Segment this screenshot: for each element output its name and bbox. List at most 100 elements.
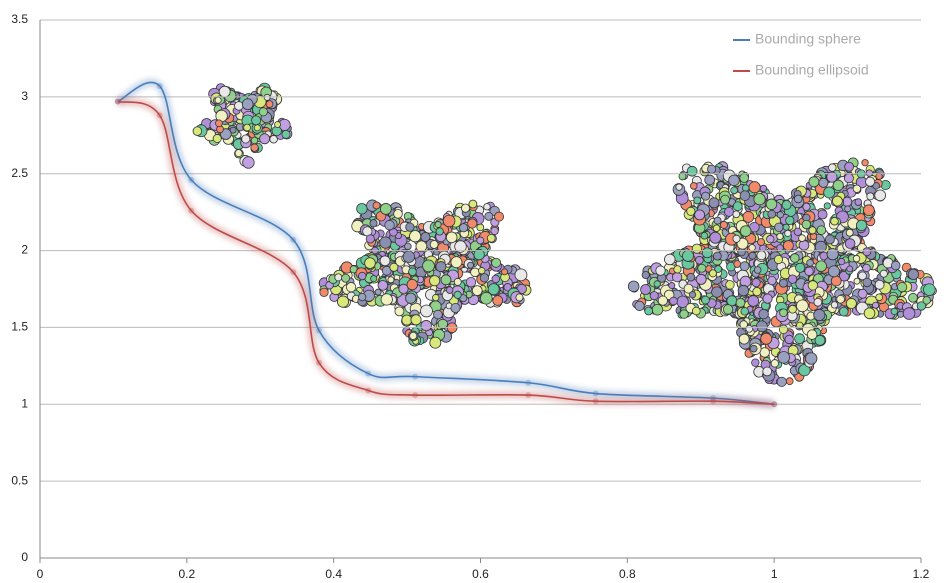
atom: [780, 309, 788, 317]
atom: [467, 262, 473, 268]
y-tick-label: 0: [21, 550, 28, 564]
atom: [796, 263, 805, 272]
atom: [687, 207, 695, 215]
atom: [242, 99, 253, 110]
atom: [756, 321, 767, 332]
atom: [635, 301, 644, 310]
atom: [855, 199, 862, 206]
atom: [891, 261, 900, 270]
atom: [705, 175, 715, 185]
atom: [494, 212, 503, 221]
x-tick-label: 0: [37, 567, 44, 581]
atom: [759, 309, 769, 319]
atom: [493, 296, 503, 306]
x-tick-label: 0.8: [619, 567, 636, 581]
atom: [876, 294, 883, 301]
atom: [824, 187, 835, 198]
atom: [702, 248, 712, 258]
y-tick-label: 1.5: [11, 320, 28, 334]
atom: [863, 205, 874, 216]
atom: [676, 184, 682, 190]
atom: [864, 308, 875, 319]
atom: [243, 157, 255, 169]
atom: [235, 150, 242, 157]
atom: [866, 170, 873, 177]
atom: [366, 235, 374, 243]
atom: [471, 268, 480, 277]
atom: [708, 165, 716, 173]
atom: [799, 240, 809, 250]
atom: [743, 211, 754, 222]
atom: [844, 174, 853, 183]
atom: [749, 182, 760, 193]
atom: [752, 278, 760, 286]
atom: [731, 187, 738, 194]
atom: [808, 281, 817, 290]
atom: [824, 203, 830, 209]
atom: [846, 298, 856, 308]
atom: [346, 282, 355, 291]
atom: [739, 334, 749, 344]
atom: [371, 276, 377, 282]
atom: [797, 300, 809, 312]
point: [593, 391, 599, 397]
atom: [779, 325, 788, 334]
atom: [215, 120, 222, 127]
atom: [786, 378, 793, 385]
atom: [714, 217, 721, 224]
atom: [219, 86, 230, 97]
point: [290, 269, 296, 275]
atom: [477, 224, 484, 231]
atom: [789, 305, 797, 313]
atom: [441, 275, 451, 285]
atom: [778, 352, 790, 364]
y-tick-label: 2: [21, 243, 28, 257]
point: [412, 374, 418, 380]
atom: [388, 277, 394, 283]
point: [188, 177, 194, 183]
atom: [847, 266, 853, 272]
atom: [897, 282, 906, 291]
atom: [908, 269, 918, 279]
atom: [741, 307, 749, 315]
atom: [748, 296, 759, 307]
atom: [436, 262, 446, 272]
atom: [451, 303, 460, 312]
atom: [650, 291, 658, 299]
atom: [421, 305, 433, 317]
atom: [407, 279, 417, 289]
atom: [213, 134, 221, 142]
atom: [672, 272, 681, 281]
atom: [658, 296, 667, 305]
atom: [831, 302, 837, 308]
atom: [480, 274, 488, 282]
atom: [468, 219, 477, 228]
atom: [701, 296, 709, 304]
atom: [729, 175, 740, 186]
atom: [771, 360, 779, 368]
atom: [724, 207, 733, 216]
point: [188, 208, 194, 214]
atom: [795, 334, 805, 344]
atom: [358, 272, 366, 280]
atom: [783, 224, 789, 230]
atom: [378, 281, 388, 291]
atom: [856, 220, 866, 230]
atom: [779, 279, 787, 287]
atom: [766, 199, 777, 210]
atom: [260, 134, 270, 144]
atom: [738, 285, 749, 296]
legend-text: Bounding ellipsoid: [755, 62, 869, 78]
atom: [406, 223, 414, 231]
atom: [491, 227, 499, 235]
atom: [430, 241, 438, 249]
atom: [430, 337, 441, 348]
atom: [335, 274, 342, 281]
atom: [749, 252, 756, 259]
y-tick-label: 0.5: [11, 473, 28, 487]
atom: [775, 223, 784, 232]
atom: [252, 116, 261, 125]
point: [157, 112, 163, 118]
atom: [809, 177, 819, 187]
atom: [692, 244, 701, 253]
